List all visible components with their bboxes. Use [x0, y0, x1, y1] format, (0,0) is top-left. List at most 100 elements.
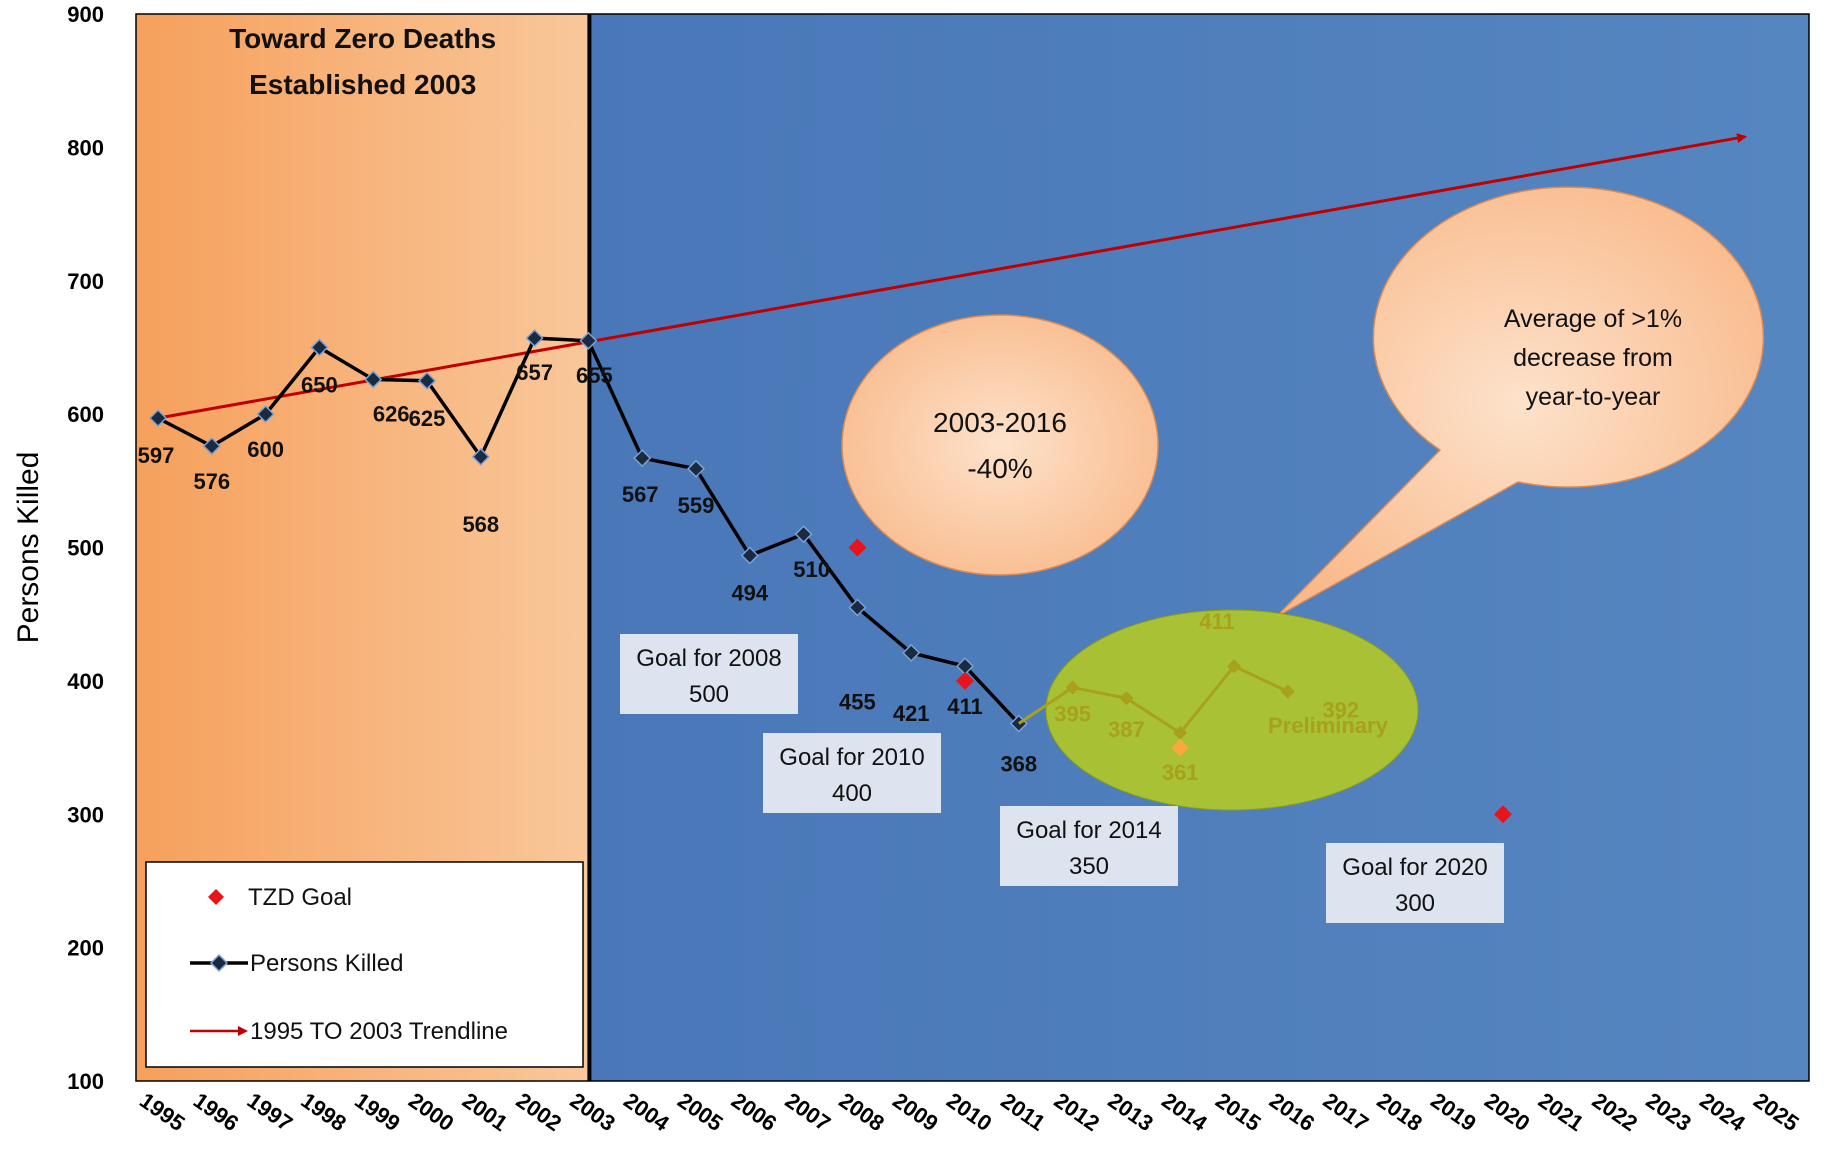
- change-bubble-line2: -40%: [967, 453, 1032, 484]
- y-tick-label: 700: [67, 269, 104, 294]
- goal-boxes: Goal for 2008 500 Goal for 2010 400 Goal for…: [620, 634, 1504, 923]
- data-label: 368: [1000, 752, 1037, 777]
- y-tick-label: 300: [67, 802, 104, 827]
- data-label: 494: [731, 581, 768, 606]
- legend-label: TZD Goal: [248, 884, 352, 911]
- data-label: 567: [622, 482, 659, 507]
- x-tick-label: 1999: [350, 1088, 404, 1137]
- goal-box-line1: Goal for 2014: [1016, 817, 1161, 844]
- data-point: [148, 409, 168, 428]
- goal-box-line2: 300: [1395, 890, 1435, 917]
- y-axis: 100 200 300 400 500 600 700 800 900: [67, 2, 104, 1094]
- recent-series-line: [1017, 664, 1289, 735]
- x-tick-label: 2021: [1534, 1088, 1588, 1137]
- change-bubble: 2003-2016 -40%: [841, 314, 1159, 576]
- band-title-line2: Established 2003: [249, 69, 476, 100]
- y-tick-label: 600: [67, 402, 104, 427]
- x-tick-label: 2014: [1157, 1088, 1212, 1137]
- y-tick-label: 900: [67, 2, 104, 27]
- goal-box-line1: Goal for 2008: [636, 645, 781, 672]
- y-tick-label: 100: [67, 1069, 104, 1094]
- x-tick-label: 2009: [888, 1088, 942, 1137]
- x-tick-label: 2010: [942, 1088, 996, 1137]
- goal-box: [1326, 843, 1504, 923]
- x-tick-label: 2008: [834, 1088, 888, 1137]
- legend-series-marker: [209, 953, 229, 973]
- data-point: [256, 405, 275, 424]
- x-tick-label: 1997: [243, 1088, 297, 1137]
- x-tick-label: 2018: [1372, 1088, 1426, 1137]
- trendline: [157, 133, 1748, 420]
- y-tick-label: 800: [67, 135, 104, 160]
- x-tick-label: 2001: [458, 1088, 512, 1137]
- goal-box-line1: Goal for 2020: [1342, 854, 1487, 881]
- data-label: 625: [409, 406, 446, 431]
- data-label: 411: [947, 694, 983, 719]
- goal-box-line2: 500: [689, 681, 729, 708]
- x-tick-label: 2007: [781, 1088, 835, 1137]
- x-tick-label: 2003: [565, 1088, 619, 1137]
- legend-label: 1995 TO 2003 Trendline: [250, 1018, 508, 1045]
- y-tick-label: 500: [67, 536, 104, 561]
- goal-box: [763, 733, 941, 813]
- x-tick-label: 2006: [727, 1088, 781, 1137]
- recent-data-point: [1227, 659, 1241, 674]
- x-tick-label: 2024: [1695, 1088, 1750, 1137]
- goal-box: [620, 634, 798, 714]
- recent-years-series: [1017, 659, 1295, 757]
- x-tick-label: 2000: [404, 1088, 458, 1137]
- data-label: 657: [516, 360, 553, 385]
- data-point: [902, 643, 921, 662]
- data-point: [471, 447, 490, 466]
- data-point: [525, 329, 544, 348]
- goal-marker: [1494, 805, 1512, 824]
- x-tick-label: 2002: [512, 1088, 566, 1137]
- average-callout: Average of >1% decrease from year-to-yea…: [1275, 186, 1765, 618]
- data-label: 650: [301, 372, 338, 397]
- data-point: [794, 525, 813, 544]
- recent-data-point: [1280, 684, 1295, 699]
- band-title-line1: Toward Zero Deaths: [229, 23, 496, 54]
- goal-marker: [956, 671, 974, 690]
- average-callout-line1: Average of >1%: [1504, 305, 1682, 333]
- legend-label: Persons Killed: [250, 950, 403, 977]
- average-callout-shape: [1275, 186, 1765, 618]
- data-point: [417, 371, 437, 390]
- recent-data-point: [1173, 725, 1188, 740]
- data-point: [202, 437, 221, 456]
- data-label: 559: [678, 493, 715, 518]
- goal-box: [1000, 806, 1178, 886]
- data-label: 421: [893, 701, 930, 726]
- data-point: [633, 449, 652, 468]
- data-label: 392: [1322, 698, 1359, 723]
- data-label: 510: [793, 557, 830, 582]
- x-tick-label: 2017: [1319, 1088, 1373, 1137]
- goal-box-line2: 350: [1069, 853, 1109, 880]
- recent-years-highlight: [1045, 609, 1419, 811]
- data-label: 597: [138, 443, 175, 468]
- legend-goal-swatch: [208, 889, 224, 905]
- x-tick-label: 2005: [673, 1088, 727, 1137]
- goal-box-line1: Goal for 2010: [779, 744, 924, 771]
- x-tick-label: 2016: [1265, 1088, 1319, 1137]
- x-tick-label: 2022: [1588, 1088, 1642, 1137]
- data-label: 455: [839, 690, 876, 715]
- average-callout-line2: decrease from: [1513, 344, 1673, 372]
- data-label: 411: [1199, 609, 1235, 634]
- data-point: [686, 459, 706, 478]
- y-tick-label: 400: [67, 669, 104, 694]
- data-point: [579, 331, 598, 350]
- x-tick-label: 2013: [1103, 1088, 1157, 1137]
- recent-data-point: [1119, 691, 1134, 706]
- average-callout-line3: year-to-year: [1526, 383, 1661, 411]
- change-bubble-line1: 2003-2016: [933, 407, 1067, 438]
- x-tick-label: 2011: [996, 1088, 1049, 1136]
- data-point: [310, 338, 329, 357]
- data-labels: 597 576 600 650 626 625 568 657 655 567 559 494 510 4…: [138, 360, 1360, 785]
- x-tick-label: 2023: [1641, 1088, 1695, 1137]
- data-label: 361: [1162, 760, 1199, 785]
- x-tick-label: 2012: [1050, 1088, 1104, 1137]
- recent-data-point: [1065, 680, 1080, 695]
- goal-marker-2014: [1171, 738, 1190, 757]
